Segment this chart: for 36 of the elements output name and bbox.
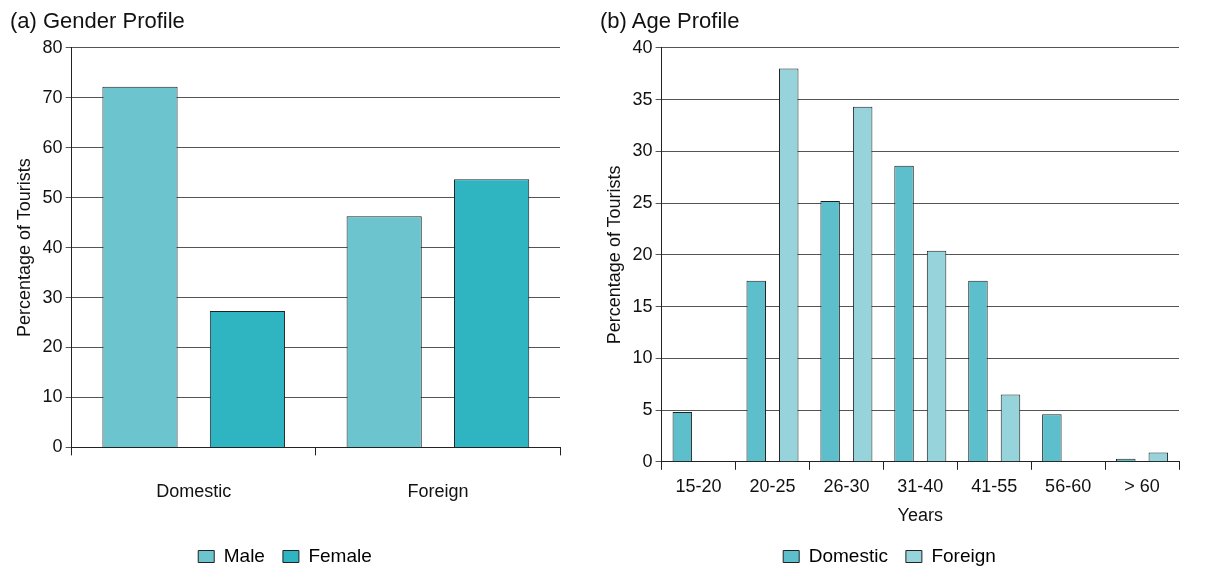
- y-tick-label: 50: [42, 186, 63, 207]
- y-tick-label: 30: [42, 286, 63, 307]
- chart-title: (b) Age Profile: [600, 8, 740, 34]
- y-tick-label: 0: [52, 436, 63, 457]
- y-tick-label: 10: [632, 347, 653, 368]
- y-tick-label: 20: [632, 243, 653, 264]
- y-tick-label: 0: [642, 450, 653, 471]
- y-tick-label: 20: [42, 336, 63, 357]
- x-tick-label: 56-60: [1045, 475, 1092, 496]
- x-axis-title: Years: [897, 505, 943, 526]
- legend-label: Domestic: [808, 544, 888, 566]
- x-tick-label: 20-25: [749, 475, 796, 496]
- y-tick-label: 80: [42, 36, 63, 57]
- y-tick-label: 10: [42, 386, 63, 407]
- y-tick-label: 40: [632, 36, 653, 57]
- legend-label: Female: [308, 544, 372, 566]
- x-tick-label: 26-30: [823, 475, 870, 496]
- y-tick-label: 60: [42, 136, 63, 157]
- y-tick-label: 35: [632, 88, 653, 109]
- y-tick-label: 70: [42, 86, 63, 107]
- legend-label: Male: [223, 544, 265, 566]
- x-tick-label: 31-40: [897, 475, 944, 496]
- y-axis-title: Percentage of Tourists: [603, 165, 624, 345]
- chart-title: (a) Gender Profile: [10, 8, 185, 34]
- x-tick-label: Domestic: [156, 481, 232, 502]
- y-tick-label: 5: [642, 399, 653, 420]
- x-tick-label: > 60: [1124, 475, 1160, 496]
- y-tick-label: 25: [632, 192, 653, 213]
- y-tick-label: 30: [632, 140, 653, 161]
- x-tick-label: Foreign: [407, 481, 469, 502]
- legend-label: Foreign: [931, 544, 996, 566]
- y-tick-label: 15: [632, 295, 653, 316]
- y-tick-label: 40: [42, 236, 63, 257]
- x-tick-label: 15-20: [675, 475, 722, 496]
- x-tick-label: 41-55: [971, 475, 1018, 496]
- y-axis-title: Percentage of Tourists: [13, 158, 34, 337]
